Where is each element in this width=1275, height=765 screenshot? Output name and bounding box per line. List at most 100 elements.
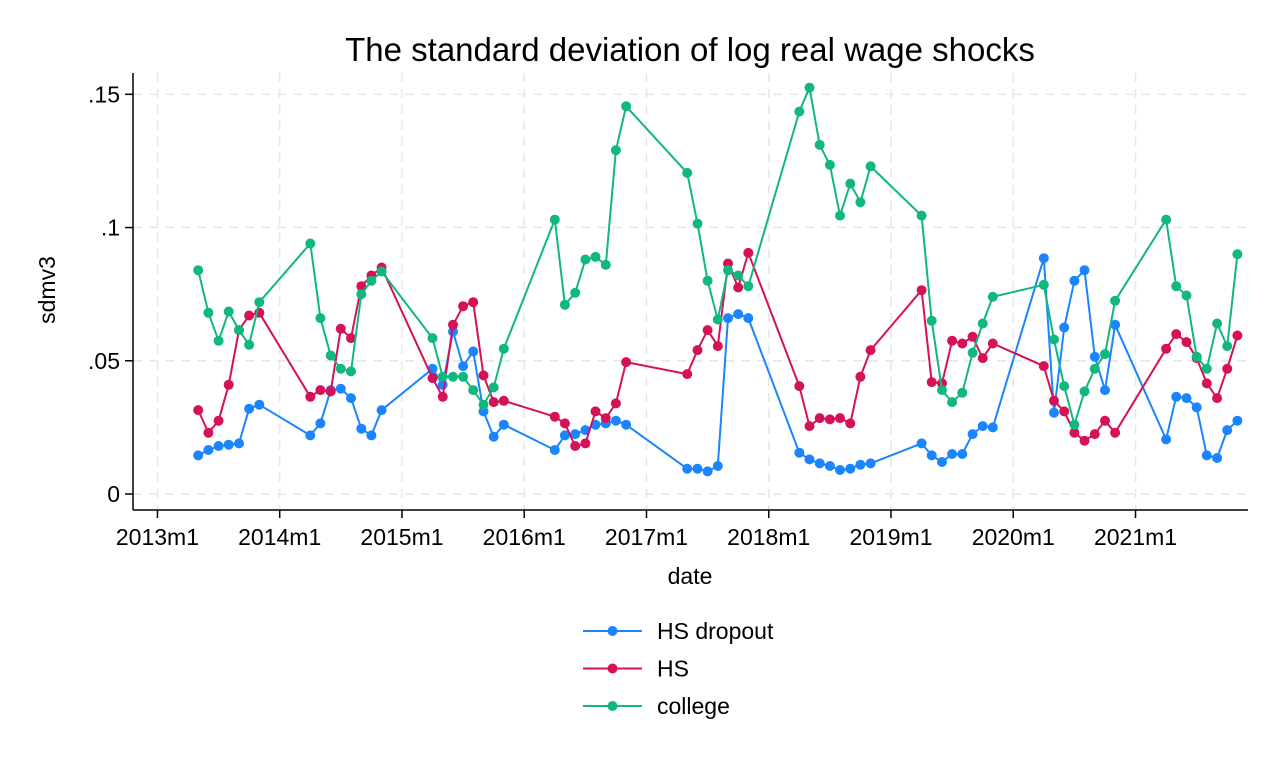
data-point-hs (957, 338, 968, 349)
data-point-hs-dropout (559, 430, 570, 441)
legend-swatch-marker (607, 626, 618, 636)
data-point-college (977, 318, 988, 329)
data-point-college (254, 297, 265, 308)
legend-label: HS (657, 656, 689, 682)
data-point-college (580, 254, 591, 265)
x-tick-label: 2019m1 (849, 524, 932, 550)
data-point-college (743, 281, 754, 292)
data-point-hs (1038, 361, 1049, 372)
legend-label: college (657, 693, 730, 719)
data-point-hs-dropout (570, 429, 581, 440)
data-point-hs (1079, 435, 1090, 446)
x-tick-label: 2017m1 (605, 524, 688, 550)
data-point-hs-dropout (1079, 265, 1090, 276)
data-point-hs-dropout (987, 422, 998, 433)
data-point-hs (855, 371, 866, 382)
data-point-hs (570, 441, 581, 451)
legend-swatch-marker (607, 663, 618, 674)
data-point-hs-dropout (835, 465, 845, 475)
data-point-hs (621, 357, 632, 368)
data-point-hs-dropout (346, 393, 356, 404)
data-point-college (824, 159, 835, 170)
data-point-hs-dropout (845, 463, 856, 474)
data-point-hs (926, 377, 937, 388)
data-point-hs-dropout (1191, 402, 1202, 413)
data-point-hs (590, 406, 601, 417)
data-point-college (926, 315, 937, 326)
data-point-hs-dropout (682, 463, 693, 474)
data-point-college (193, 265, 204, 276)
data-point-hs-dropout (1038, 253, 1049, 264)
data-point-college (845, 178, 856, 189)
legend-item-hs-dropout: HS dropout (583, 618, 774, 644)
data-point-hs (1110, 427, 1121, 438)
data-point-hs (835, 413, 845, 424)
data-point-college (437, 371, 448, 382)
data-point-hs (549, 411, 560, 422)
data-point-hs (794, 381, 805, 392)
data-point-college (376, 266, 387, 277)
x-tick-label: 2013m1 (116, 524, 199, 550)
data-point-college (590, 251, 601, 262)
data-point-hs (845, 418, 856, 429)
data-point-hs-dropout (488, 431, 499, 442)
data-point-hs-dropout (824, 461, 835, 471)
data-point-college (549, 214, 560, 225)
data-point-hs (427, 373, 438, 384)
data-point-college (937, 385, 947, 396)
data-point-college (213, 335, 224, 346)
data-point-hs (448, 319, 458, 330)
data-point-college (223, 306, 234, 317)
data-point-hs (1201, 378, 1212, 389)
legend-label: HS dropout (657, 618, 774, 644)
data-point-hs (947, 335, 958, 346)
data-point-college (682, 167, 693, 178)
data-point-hs (1181, 337, 1192, 348)
data-point-hs-dropout (621, 419, 632, 430)
data-point-college (335, 363, 346, 374)
data-point-hs-dropout (1100, 385, 1110, 396)
data-point-college (947, 397, 958, 408)
series (193, 82, 1243, 477)
x-tick-label: 2020m1 (972, 524, 1055, 550)
data-point-college (1161, 214, 1172, 225)
data-point-college (957, 387, 968, 398)
data-point-hs-dropout (1212, 453, 1223, 463)
data-point-hs (458, 301, 469, 312)
data-point-hs-dropout (1232, 415, 1243, 426)
data-point-hs-dropout (743, 313, 754, 324)
data-point-college (1232, 249, 1243, 260)
data-point-hs (1232, 330, 1243, 341)
data-point-hs (478, 370, 489, 381)
data-point-hs (580, 438, 591, 449)
data-point-hs-dropout (1171, 391, 1182, 402)
data-point-hs (244, 310, 255, 321)
legend-swatch-marker (607, 701, 618, 711)
data-point-hs (702, 325, 713, 336)
legend-item-college: college (583, 693, 730, 719)
data-point-college (478, 399, 489, 410)
x-tick-label: 2014m1 (238, 524, 321, 550)
data-point-hs (559, 418, 570, 429)
data-point-college (865, 161, 876, 172)
data-point-hs (1171, 329, 1182, 340)
y-tick-label: .15 (88, 81, 120, 107)
x-tick-label: 2016m1 (483, 524, 566, 550)
data-point-college (1110, 295, 1121, 306)
data-point-hs (335, 323, 346, 334)
data-point-college (835, 210, 845, 221)
legend: HS dropout HS college (583, 618, 774, 719)
data-point-college (855, 197, 866, 208)
data-point-hs (315, 385, 326, 396)
data-point-college (1171, 281, 1182, 292)
data-point-hs (1059, 406, 1070, 417)
data-point-college (427, 333, 438, 344)
data-point-college (794, 106, 805, 117)
data-point-hs (305, 391, 316, 402)
data-point-hs (1100, 415, 1110, 426)
data-point-college (1201, 363, 1212, 374)
data-point-hs (610, 398, 621, 409)
data-point-hs-dropout (305, 430, 316, 441)
